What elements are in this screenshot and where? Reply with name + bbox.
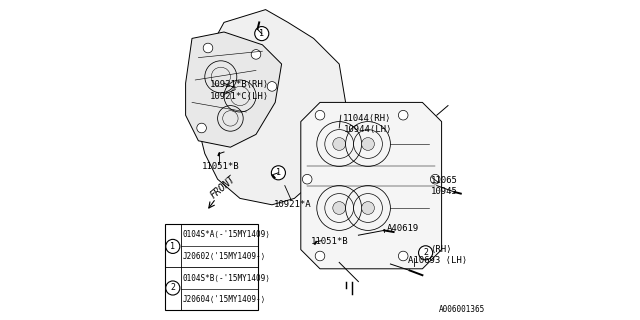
Text: A10693 ⟨LH⟩: A10693 ⟨LH⟩	[408, 256, 467, 265]
Text: 10945: 10945	[430, 188, 457, 196]
Text: 1: 1	[259, 29, 264, 38]
Text: 0104S*A⟨-'15MY1409⟩: 0104S*A⟨-'15MY1409⟩	[182, 230, 270, 239]
Circle shape	[166, 281, 180, 295]
Text: A006001365: A006001365	[438, 305, 484, 314]
Circle shape	[197, 123, 206, 133]
Text: J20602⟨'15MY1409-⟩: J20602⟨'15MY1409-⟩	[182, 252, 266, 261]
Text: 10944⟨LH⟩: 10944⟨LH⟩	[344, 125, 392, 134]
Circle shape	[166, 239, 180, 253]
Text: 11051*B: 11051*B	[202, 162, 239, 171]
Text: 10921*C⟨LH⟩: 10921*C⟨LH⟩	[210, 92, 269, 100]
Text: 1: 1	[276, 168, 281, 177]
Circle shape	[333, 138, 346, 150]
Polygon shape	[186, 32, 282, 147]
Circle shape	[315, 110, 325, 120]
Text: A40619: A40619	[387, 224, 419, 233]
Circle shape	[251, 50, 261, 59]
Circle shape	[362, 202, 374, 214]
Circle shape	[268, 82, 277, 91]
Text: 11051*B: 11051*B	[310, 237, 348, 246]
Circle shape	[398, 251, 408, 261]
Circle shape	[303, 174, 312, 184]
Circle shape	[362, 138, 374, 150]
Text: 0104S*B⟨-'15MY1409⟩: 0104S*B⟨-'15MY1409⟩	[182, 274, 270, 283]
Polygon shape	[192, 10, 346, 205]
Circle shape	[430, 174, 440, 184]
Text: J20604⟨'15MY1409-⟩: J20604⟨'15MY1409-⟩	[182, 295, 266, 304]
Circle shape	[398, 110, 408, 120]
Circle shape	[271, 166, 285, 180]
FancyBboxPatch shape	[165, 224, 258, 310]
Text: 11044⟨RH⟩: 11044⟨RH⟩	[342, 114, 391, 123]
Text: 2: 2	[423, 248, 428, 257]
Circle shape	[333, 202, 346, 214]
Circle shape	[204, 43, 212, 53]
Circle shape	[315, 251, 325, 261]
Text: 11065: 11065	[430, 176, 457, 185]
Text: FRONT: FRONT	[208, 174, 237, 200]
Circle shape	[255, 27, 269, 41]
Text: 10921*A: 10921*A	[274, 200, 311, 209]
Text: 1: 1	[170, 242, 175, 251]
Text: 2: 2	[170, 284, 175, 292]
Polygon shape	[301, 102, 442, 269]
Circle shape	[419, 246, 433, 260]
Text: 10921*B⟨RH⟩: 10921*B⟨RH⟩	[210, 80, 269, 89]
Text: ⟨RH⟩: ⟨RH⟩	[430, 245, 452, 254]
